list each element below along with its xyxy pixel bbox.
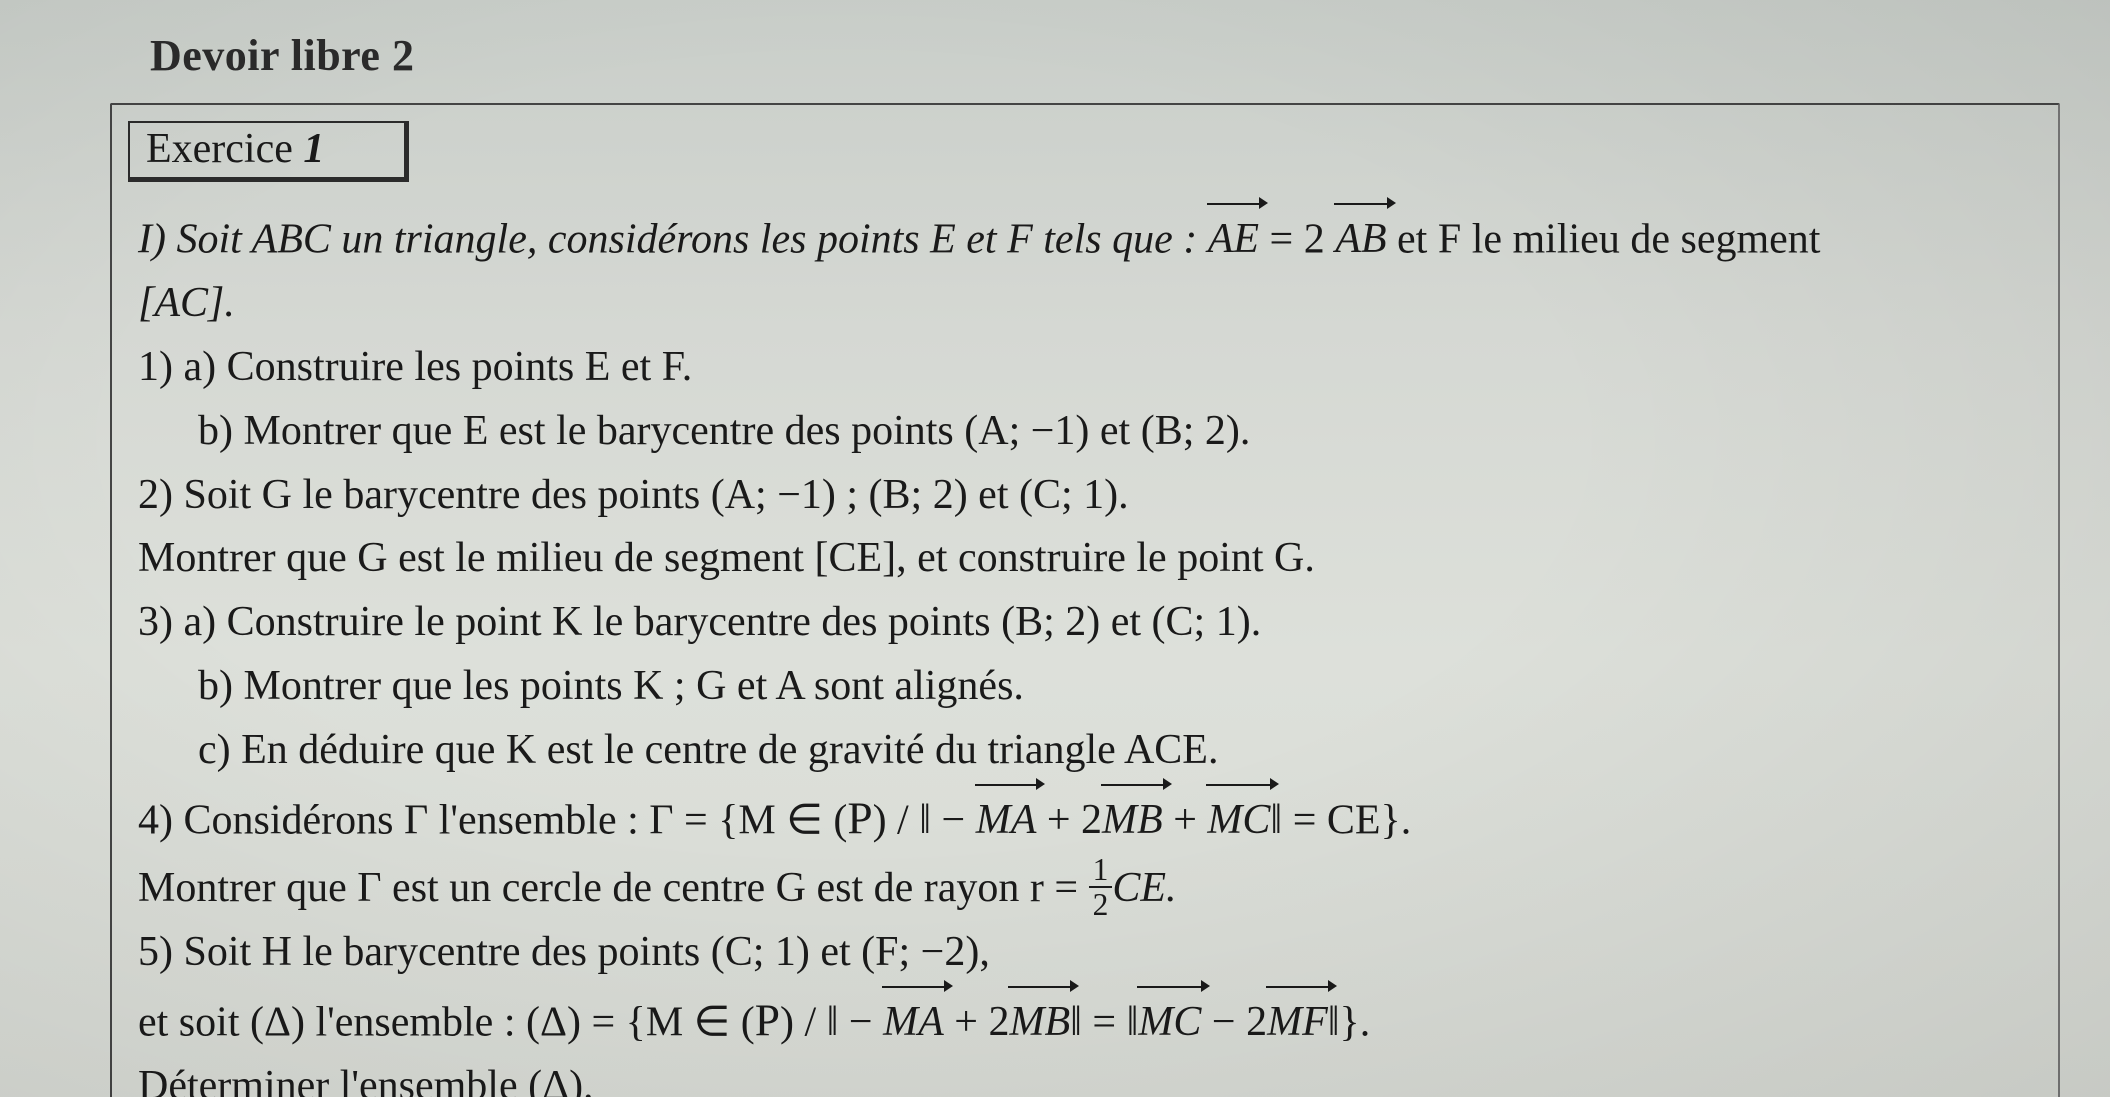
q2b: Montrer que G est le milieu de segment […	[138, 527, 2032, 591]
vector-MF: MF	[1267, 985, 1328, 1055]
q5b-eq: =	[1082, 999, 1127, 1045]
exercise-label-prefix: Exercice	[146, 126, 293, 172]
q4b-post: CE.	[1112, 865, 1176, 911]
q3b: b) Montrer que les points K ; G et A son…	[138, 655, 2032, 719]
q5b-minus: − 2	[1201, 999, 1267, 1045]
vector-AE: AE	[1208, 202, 1259, 272]
q5b: et soit (Δ) l'ensemble : (Δ) = {M ∈ (P) …	[138, 985, 2032, 1055]
fraction-half: 12	[1089, 853, 1113, 921]
intro-text-c: [AC].	[138, 280, 235, 326]
q4a-post: = CE}.	[1282, 797, 1411, 843]
intro-text-b: et F le milieu de segment	[1397, 216, 1820, 262]
frac-den: 2	[1089, 888, 1113, 921]
q2a: 2) Soit G le barycentre des points (A; −…	[138, 464, 2032, 528]
vector-MB-2: MB	[1009, 985, 1070, 1055]
q4a-plus2: +	[1163, 797, 1208, 843]
content-frame: Exercice 1 I) Soit ABC un triangle, cons…	[110, 103, 2060, 1097]
q5b-plus1: + 2	[944, 999, 1010, 1045]
vector-MC-2: MC	[1138, 985, 1201, 1055]
q4a-norm: − MA + 2MB + MC	[919, 797, 1282, 843]
q4a-P: P	[847, 793, 872, 843]
q3a: 3) a) Construire le point K le barycentr…	[138, 591, 2032, 655]
q5c: Déterminer l'ensemble (Δ).	[138, 1055, 2032, 1097]
worksheet-page: Devoir libre 2 Exercice 1 I) Soit ABC un…	[0, 0, 2110, 1097]
vector-MA-2: MA	[883, 985, 944, 1055]
exercise-label-box: Exercice 1	[128, 121, 409, 182]
q1b: b) Montrer que E est le barycentre des p…	[138, 400, 2032, 464]
q4b-pre: Montrer que Γ est un cercle de centre G …	[138, 865, 1089, 911]
q5b-P: P	[755, 995, 780, 1045]
vector-MA-1: MA	[976, 783, 1037, 853]
q5b-pre: et soit (Δ) l'ensemble : (Δ) = {M ∈ (	[138, 999, 755, 1045]
q4a-pre: 4) Considérons Γ l'ensemble : Γ = {M ∈ (	[138, 797, 847, 843]
q4a-plus1: + 2	[1036, 797, 1102, 843]
vector-MC-1: MC	[1207, 783, 1270, 853]
intro-line-1: I) Soit ABC un triangle, considérons les…	[138, 202, 2032, 272]
q1a: 1) a) Construire les points E et F.	[138, 336, 2032, 400]
q5b-mid: ) /	[780, 999, 827, 1045]
frac-num: 1	[1089, 853, 1113, 888]
vector-MB-1: MB	[1102, 783, 1163, 853]
exercise-number: 1	[303, 126, 324, 172]
q5b-post: }.	[1340, 999, 1371, 1045]
intro-eq: = 2	[1270, 216, 1325, 262]
q5a: 5) Soit H le barycentre des points (C; 1…	[138, 921, 2032, 985]
q5b-norm-right: MC − 2MF	[1127, 999, 1340, 1045]
q4b: Montrer que Γ est un cercle de centre G …	[138, 853, 2032, 921]
intro-line-2: [AC].	[138, 272, 2032, 336]
intro-text-a: I) Soit ABC un triangle, considérons les…	[138, 216, 1208, 262]
q3c: c) En déduire que K est le centre de gra…	[138, 719, 2032, 783]
vector-AB: AB	[1335, 202, 1386, 272]
q4a: 4) Considérons Γ l'ensemble : Γ = {M ∈ (…	[138, 783, 2032, 853]
page-title: Devoir libre 2	[150, 30, 2060, 81]
q5b-norm-left: − MA + 2MB	[827, 999, 1082, 1045]
q4a-mid: ) /	[873, 797, 920, 843]
